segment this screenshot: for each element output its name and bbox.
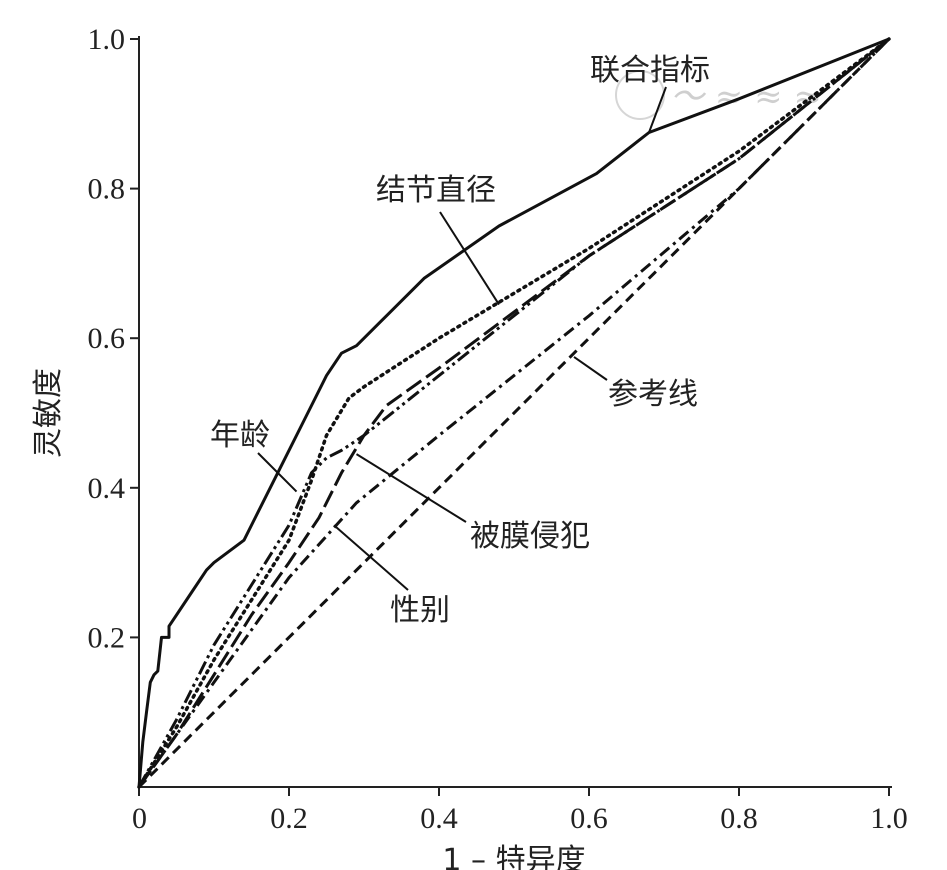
x-tick-label: 0.4 bbox=[420, 802, 458, 835]
annotation-leader-line bbox=[257, 452, 298, 493]
annotation-label: 年龄 bbox=[210, 418, 270, 453]
annotation-leader-line bbox=[355, 453, 467, 523]
x-tick-label: 0.2 bbox=[270, 802, 308, 835]
annotation-leader-line bbox=[439, 211, 500, 306]
y-tick-label: 0.2 bbox=[88, 621, 126, 654]
y-tick-label: 0.4 bbox=[88, 472, 126, 505]
series-line-4 bbox=[137, 37, 891, 788]
annotation-label: 联合指标 bbox=[590, 53, 710, 88]
y-tick-label: 1.0 bbox=[88, 23, 126, 56]
annotation-label: 性别 bbox=[390, 593, 450, 628]
x-tick-label: 0 bbox=[132, 802, 147, 835]
series-line-5 bbox=[137, 37, 891, 789]
x-tick-label: 0.8 bbox=[720, 802, 758, 835]
x-tick-label: 0.6 bbox=[570, 802, 608, 835]
series-layer bbox=[137, 37, 891, 789]
annotation-label: 参考线 bbox=[608, 377, 698, 412]
y-tick-label: 0.8 bbox=[88, 173, 126, 206]
x-tick-label: 1.0 bbox=[870, 802, 908, 835]
axes: 0 0.2 0.4 0.6 0.8 1.0 0.2 0.4 0.6 0.8 1.0 bbox=[88, 23, 908, 835]
series-line-0 bbox=[137, 37, 890, 788]
y-axis-title: 灵敏度 bbox=[31, 368, 66, 458]
series-line-1 bbox=[137, 37, 891, 789]
series-line-3 bbox=[137, 37, 890, 788]
annotation-label: 被膜侵犯 bbox=[470, 519, 590, 554]
annotation-label: 结节直径 bbox=[376, 173, 496, 208]
annotation-leader-line bbox=[573, 356, 608, 381]
annotation-leader-line bbox=[648, 86, 667, 133]
x-axis-title: 1 – 特异度 bbox=[442, 843, 585, 870]
y-tick-label: 0.6 bbox=[88, 322, 126, 355]
annotation-leader-line bbox=[333, 524, 409, 591]
